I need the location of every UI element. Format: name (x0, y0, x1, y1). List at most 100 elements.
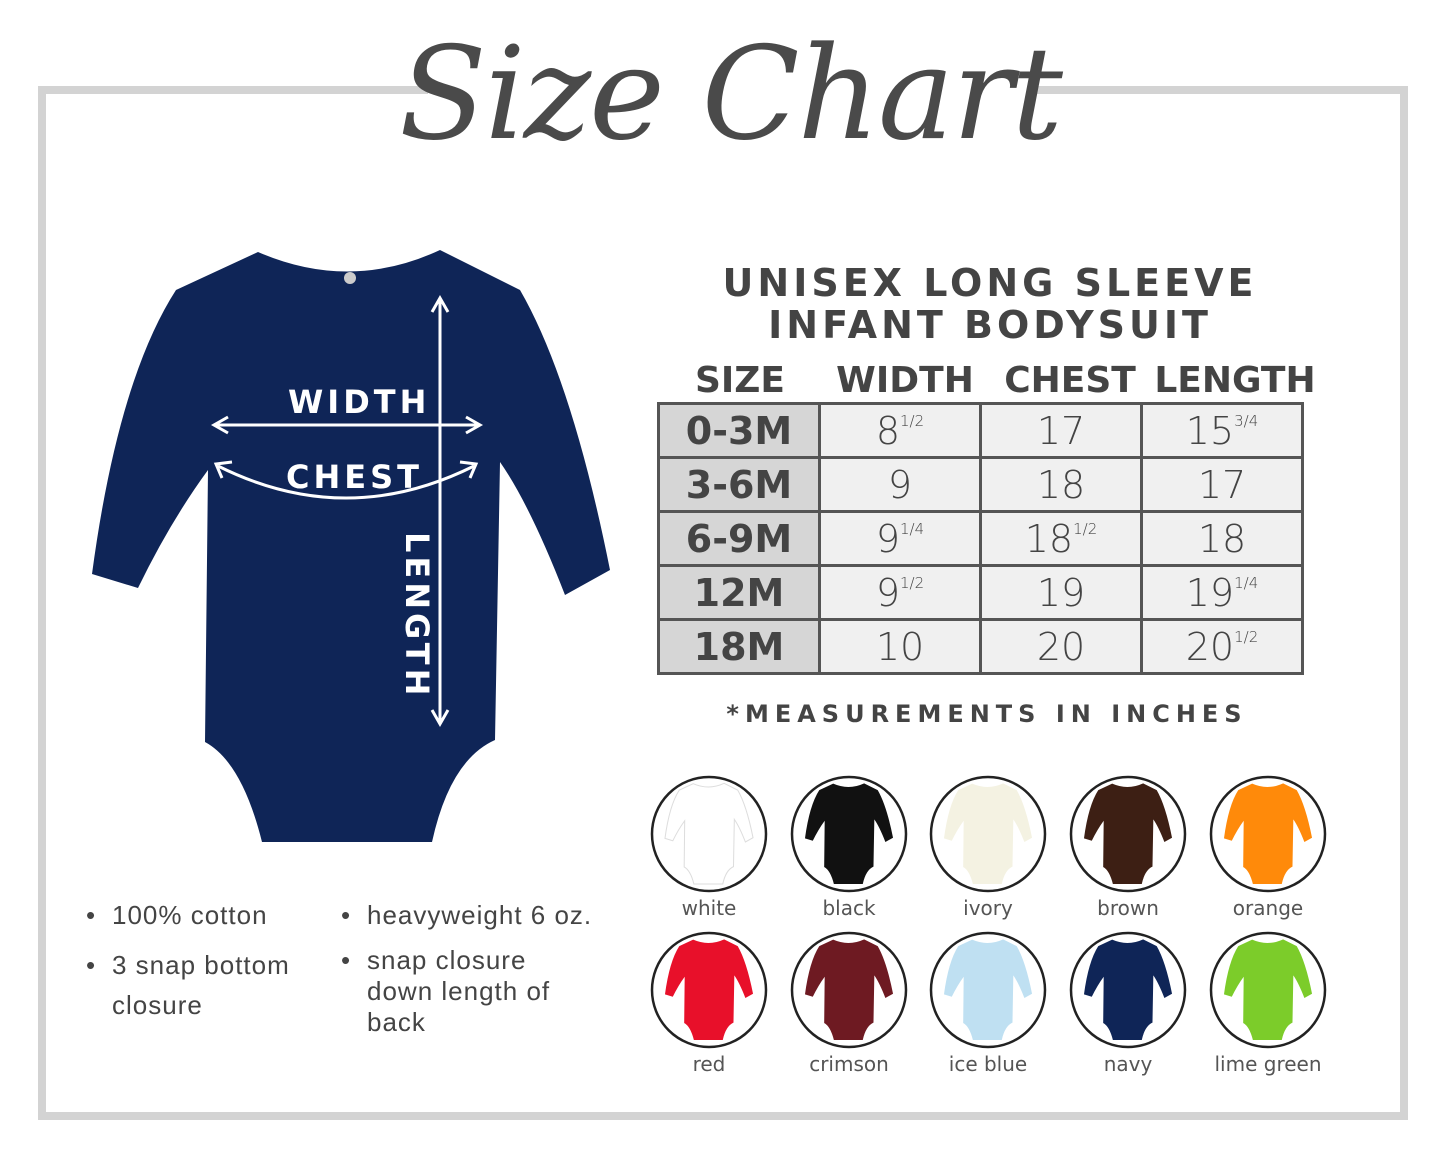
product-title-line1: UNISEX LONG SLEEVE (722, 261, 1258, 305)
width-cell: 9 (818, 456, 982, 513)
feature-item: heavyweight 6 oz. (341, 895, 617, 935)
length-value: 18 (1197, 516, 1247, 561)
size-cell: 0-3M (657, 402, 821, 459)
chest-fraction: 1/2 (1073, 519, 1098, 538)
bodysuit-icon (664, 782, 754, 885)
length-fraction: 1/4 (1234, 573, 1259, 592)
size-cell: 3-6M (657, 456, 821, 513)
chest-cell: 17 (979, 402, 1143, 459)
length-value: 20 (1185, 624, 1235, 669)
swatch-navy (1069, 931, 1187, 1049)
width-value: 9 (875, 516, 901, 561)
width-fraction: 1/4 (900, 519, 925, 538)
swatch-brown (1069, 775, 1187, 893)
swatch-orange (1209, 775, 1327, 893)
table-row: 18M 10 20 201/2 (657, 618, 1304, 675)
swatch-ivory (929, 775, 1047, 893)
swatch-label: orange (1232, 896, 1304, 920)
table-row: 12M 91/2 19 191/4 (657, 564, 1304, 621)
swatch-label: navy (1103, 1052, 1153, 1076)
bodysuit-icon (804, 783, 894, 884)
size-table: 0-3M 81/2 17 153/4 3-6M 9 18 17 6-9M 91/4 181/2 18 1… (657, 402, 1304, 675)
swatch-label: lime green (1214, 1052, 1322, 1076)
swatch-black (790, 775, 908, 893)
length-cell: 201/2 (1140, 618, 1304, 675)
feature-item: 100% cotton (86, 895, 322, 935)
length-cell: 191/4 (1140, 564, 1304, 621)
table-row: 0-3M 81/2 17 153/4 (657, 402, 1304, 459)
title-gap (428, 70, 1028, 110)
width-label: WIDTH (288, 383, 431, 421)
bodysuit-icon (943, 783, 1033, 884)
bodysuit-image (92, 250, 610, 842)
chest-value: 19 (1036, 570, 1086, 615)
size-cell: 6-9M (657, 510, 821, 567)
garment-diagram (92, 250, 610, 842)
chest-value: 20 (1036, 624, 1086, 669)
length-fraction: 1/2 (1234, 627, 1259, 646)
swatch-label: ivory (963, 896, 1013, 920)
width-cell: 91/2 (818, 564, 982, 621)
snap-icon (344, 272, 356, 284)
swatch-white (650, 775, 768, 893)
bodysuit-icon (664, 939, 754, 1040)
page-title: Size Chart (399, 20, 1063, 169)
table-row: 3-6M 9 18 17 (657, 456, 1304, 513)
width-fraction: 1/2 (900, 573, 925, 592)
chest-cell: 181/2 (979, 510, 1143, 567)
width-value: 8 (875, 408, 901, 453)
product-title-line2: INFANT BODYSUIT (768, 303, 1212, 347)
feature-item: snap closure down length of back (341, 945, 577, 1038)
length-cell: 153/4 (1140, 402, 1304, 459)
size-cell: 12M (657, 564, 821, 621)
bodysuit-icon (1223, 939, 1313, 1040)
measurement-note: *MEASUREMENTS IN INCHES (726, 700, 1248, 728)
width-value: 9 (875, 570, 901, 615)
swatch-label: white (681, 896, 737, 920)
width-cell: 10 (818, 618, 982, 675)
bodysuit-icon (804, 939, 894, 1040)
feature-item: 3 snap bottom closure (86, 945, 322, 1025)
width-fraction: 1/2 (900, 411, 925, 430)
width-value: 9 (887, 462, 913, 507)
swatch-label: ice blue (948, 1052, 1028, 1076)
width-cell: 81/2 (818, 402, 982, 459)
width-cell: 91/4 (818, 510, 982, 567)
length-fraction: 3/4 (1234, 411, 1259, 430)
swatch-label: red (692, 1052, 726, 1076)
swatch-red (650, 931, 768, 1049)
swatch-label: brown (1097, 896, 1159, 920)
chest-value: 18 (1024, 516, 1074, 561)
width-value: 10 (875, 624, 925, 669)
chest-label: CHEST (286, 458, 423, 496)
swatch-label: black (822, 896, 876, 920)
bodysuit-icon (943, 939, 1033, 1040)
header-width: WIDTH (836, 360, 974, 401)
length-value: 15 (1185, 408, 1235, 453)
length-cell: 17 (1140, 456, 1304, 513)
swatch-ice-blue (929, 931, 1047, 1049)
length-value: 19 (1185, 570, 1235, 615)
swatch-label: crimson (809, 1052, 889, 1076)
swatch-lime-green (1209, 931, 1327, 1049)
header-chest: CHEST (1004, 360, 1136, 401)
table-row: 6-9M 91/4 181/2 18 (657, 510, 1304, 567)
chest-arrow (217, 464, 475, 500)
header-size: SIZE (694, 360, 786, 401)
bodysuit-icon (1083, 939, 1173, 1040)
chest-value: 17 (1036, 408, 1086, 453)
length-cell: 18 (1140, 510, 1304, 567)
size-cell: 18M (657, 618, 821, 675)
chest-cell: 20 (979, 618, 1143, 675)
chest-cell: 19 (979, 564, 1143, 621)
bodysuit-icon (1083, 783, 1173, 884)
length-value: 17 (1197, 462, 1247, 507)
header-length: LENGTH (1154, 360, 1316, 401)
chest-value: 18 (1036, 462, 1086, 507)
chest-cell: 18 (979, 456, 1143, 513)
swatch-crimson (790, 931, 908, 1049)
product-title: UNISEX LONG SLEEVE INFANT BODYSUIT (650, 262, 1330, 346)
length-label: LENGTH (398, 532, 436, 700)
bodysuit-icon (1223, 783, 1313, 884)
